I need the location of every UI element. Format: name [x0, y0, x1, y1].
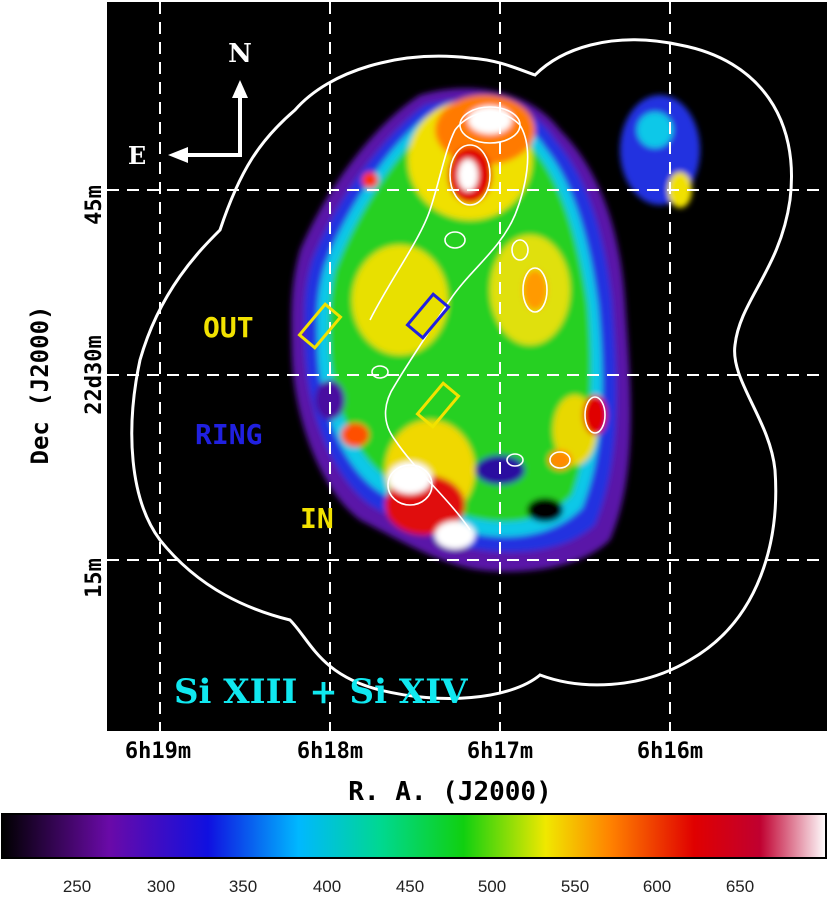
emission-yellow-east: [352, 245, 448, 355]
colorbar-tick-250: 250: [63, 877, 91, 896]
compass-east-label: E: [128, 141, 146, 170]
contour-main: [369, 111, 529, 531]
contour-small-c: [584, 396, 606, 434]
y-axis-ticks: 45m 22d30m 15m: [82, 185, 107, 598]
emission-map: N E OUT RING IN Si XIII + Si XIV: [107, 2, 827, 731]
emission-orange-spot: [523, 270, 547, 310]
compass-arrows: [168, 80, 248, 163]
emission-core-north-b: [458, 159, 478, 191]
colorbar-ticks: 250 300 350 400 450 500 550 600 650: [63, 877, 754, 896]
coordinate-grid: [107, 2, 827, 731]
contour-small-e: [506, 453, 524, 467]
y-tick-15m: 15m: [82, 558, 107, 598]
emission-nw-clump-core: [668, 172, 692, 208]
emission-red-spot-b: [583, 395, 607, 435]
emission-red-spot-a: [341, 423, 369, 447]
x-tick-6h17m: 6h17m: [467, 739, 533, 764]
emission-line-label: Si XIII + Si XIV: [174, 672, 468, 712]
x-axis-title: R. A. (J2000): [348, 777, 552, 807]
emission-orange-spot-b: [548, 450, 572, 470]
y-tick-45m: 45m: [82, 185, 107, 225]
colorbar-tick-600: 600: [643, 877, 671, 896]
contour-south-blob: [387, 464, 433, 506]
region-box-in: [415, 381, 461, 429]
compass-north-label: N: [228, 39, 252, 69]
contour-mid-blob: [522, 267, 548, 313]
region-box-ring: [405, 292, 451, 340]
emission-core-south: [388, 462, 432, 494]
contour-north-core: [449, 144, 491, 206]
colorbar-tick-650: 650: [726, 877, 754, 896]
emission-core-south-b: [435, 521, 475, 549]
x-tick-6h16m: 6h16m: [637, 739, 703, 764]
intensity-contours: [369, 106, 606, 531]
compass-east-head: [168, 147, 188, 163]
colorbar-tick-300: 300: [147, 877, 175, 896]
y-tick-22d30m: 22d30m: [82, 335, 107, 414]
colorbar-tick-500: 500: [478, 877, 506, 896]
colorbar-tick-350: 350: [229, 877, 257, 896]
contour-small-a: [444, 231, 466, 249]
contour-north-blob: [459, 106, 521, 144]
x-axis-ticks: 6h19m 6h18m 6h17m 6h16m: [125, 739, 703, 764]
emission-nw-clump-edge: [637, 112, 673, 148]
emission-green-body: [329, 120, 591, 522]
contour-small-d: [549, 451, 571, 469]
compass-north-head: [232, 80, 248, 98]
colorbar: [1, 813, 827, 859]
contour-small-f: [371, 365, 389, 379]
region-label-out: OUT: [203, 311, 254, 344]
emission-void-c: [315, 380, 345, 420]
emission-void-b: [527, 498, 563, 522]
emission-red-spot-c: [362, 172, 378, 188]
region-boxes: [297, 292, 461, 429]
y-axis-title: Dec (J2000): [26, 306, 54, 465]
x-tick-6h18m: 6h18m: [297, 739, 363, 764]
colorbar-tick-450: 450: [396, 877, 424, 896]
region-box-out: [297, 302, 343, 350]
contour-small-b: [511, 239, 529, 261]
colorbar-tick-400: 400: [313, 877, 341, 896]
colorbar-tick-550: 550: [561, 877, 589, 896]
x-tick-6h19m: 6h19m: [125, 739, 191, 764]
region-label-ring: RING: [195, 418, 262, 451]
field-of-view-outline: [130, 38, 793, 700]
region-label-in: IN: [300, 502, 334, 535]
